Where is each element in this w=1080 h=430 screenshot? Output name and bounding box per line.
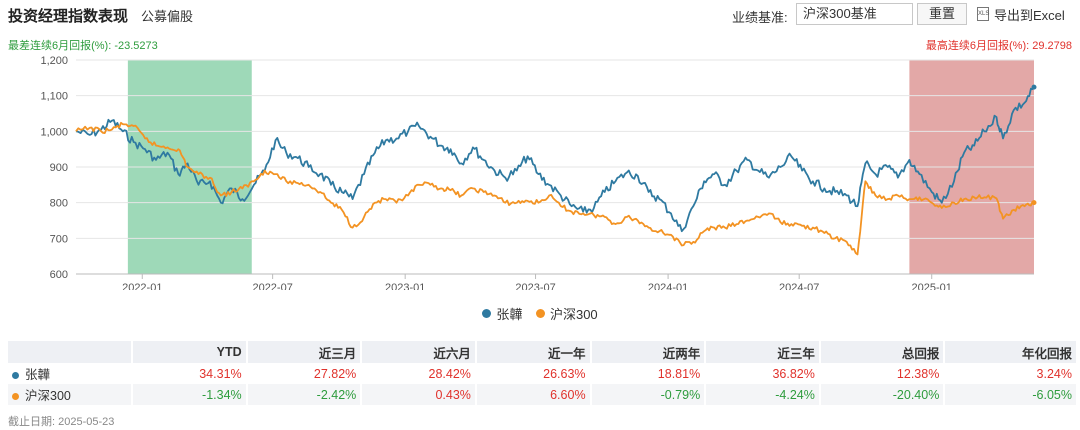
legend-dot-benchmark [535,309,545,318]
y-tick-label: 1,100 [40,91,68,103]
export-excel-button[interactable]: XLS 导出到Excel [977,4,1065,24]
export-label: 导出到Excel [994,7,1065,23]
legend-label-benchmark: 沪深300 [549,307,598,322]
y-tick-label: 1,200 [40,55,68,67]
table-header-3m: 近三月 [246,341,363,363]
table-cell: -6.05% [944,384,1078,405]
x-tick-label: 2024-01 [648,282,688,290]
y-tick-label: 700 [50,233,68,245]
table-header-2y: 近两年 [590,341,707,363]
legend-label-manager: 张韡 [496,307,523,322]
benchmark-select[interactable]: 沪深300基准 [796,3,913,25]
benchmark-label: 业绩基准: [732,10,788,25]
y-tick-label: 600 [50,269,68,281]
table-header-3y: 近三年 [705,341,821,363]
table-row: 沪深300 -1.34% -2.42% 0.43% 6.60% -0.79% -… [8,384,1078,405]
worst-return-note: 最差连续6月回报(%): -23.5273 [8,40,158,52]
row-name-cell: 张韡 [8,363,133,384]
best-return-note: 最高连续6月回报(%): 29.2798 [925,40,1072,52]
table-cell: 26.63% [475,363,592,384]
table-header-6m: 近六月 [361,341,477,363]
excel-icon: XLS [977,7,989,21]
x-tick-label: 2023-01 [385,282,425,290]
reset-button[interactable]: 重置 [917,3,967,25]
table-cell: 3.24% [944,363,1078,384]
page-title: 投资经理指数表现 [8,8,129,25]
table-cell: 18.81% [590,363,707,384]
table-cell: -0.79% [590,384,707,405]
table-row: 张韡 34.31% 27.82% 28.42% 26.63% 18.81% 36… [8,363,1078,384]
table-header-1y: 近一年 [475,341,592,363]
series-line-manager [75,86,1035,233]
table-cell: 0.43% [361,384,477,405]
x-tick-label: 2024-07 [779,282,819,290]
table-header-total: 总回报 [819,341,946,363]
table-cell: -4.24% [705,384,821,405]
legend-dot-manager [482,309,492,318]
series-line-manager-end-point [1031,84,1037,90]
y-tick-label: 1,000 [40,126,68,138]
table-header-row: YTD 近三月 近六月 近一年 近两年 近三年 总回报 年化回报 [8,341,1078,363]
y-tick-label: 900 [50,162,68,174]
x-tick-label: 2025-01 [912,282,952,290]
table-cell: 12.38% [819,363,946,384]
as-of-date: 截止日期: 2025-05-23 [8,416,115,428]
legend-item-manager[interactable]: 张韡 [482,304,522,323]
x-tick-label: 2022-07 [252,282,292,290]
row-dot [12,372,19,380]
header: 投资经理指数表现 公募偏股 业绩基准: 沪深300基准 重置 XLS 导出到Ex… [0,0,1080,30]
row-dot [12,393,19,401]
table-cell: 6.60% [475,384,592,405]
table-cell: 28.42% [361,363,477,384]
table-cell: 27.82% [246,363,363,384]
performance-chart: 600 700 800 900 1,000 1,100 1,200 2022-01 2022-0… [40,55,1037,290]
row-name: 沪深300 [25,389,71,403]
x-tick-label: 2023-07 [515,282,555,290]
table-cell: -1.34% [132,384,248,405]
chart-legend: 张韡 沪深300 [0,304,1080,323]
table-header-ytd: YTD [132,341,248,363]
row-name: 张韡 [25,368,51,382]
category-label: 公募偏股 [141,9,194,24]
table-cell: 34.31% [132,363,248,384]
table-header-name [8,341,133,363]
series-line-benchmark [75,121,1035,256]
table-header-annual: 年化回报 [944,341,1078,363]
row-name-cell: 沪深300 [8,384,133,405]
x-tick-label: 2022-01 [122,282,162,290]
table-cell: 36.82% [705,363,821,384]
legend-item-benchmark[interactable]: 沪深300 [535,304,598,323]
table-cell: -2.42% [246,384,363,405]
y-tick-label: 800 [50,198,68,210]
series-line-benchmark-end-point [1031,200,1037,206]
performance-table: YTD 近三月 近六月 近一年 近两年 近三年 总回报 年化回报 张韡 34.3… [8,341,1078,405]
table-cell: -20.40% [819,384,946,405]
